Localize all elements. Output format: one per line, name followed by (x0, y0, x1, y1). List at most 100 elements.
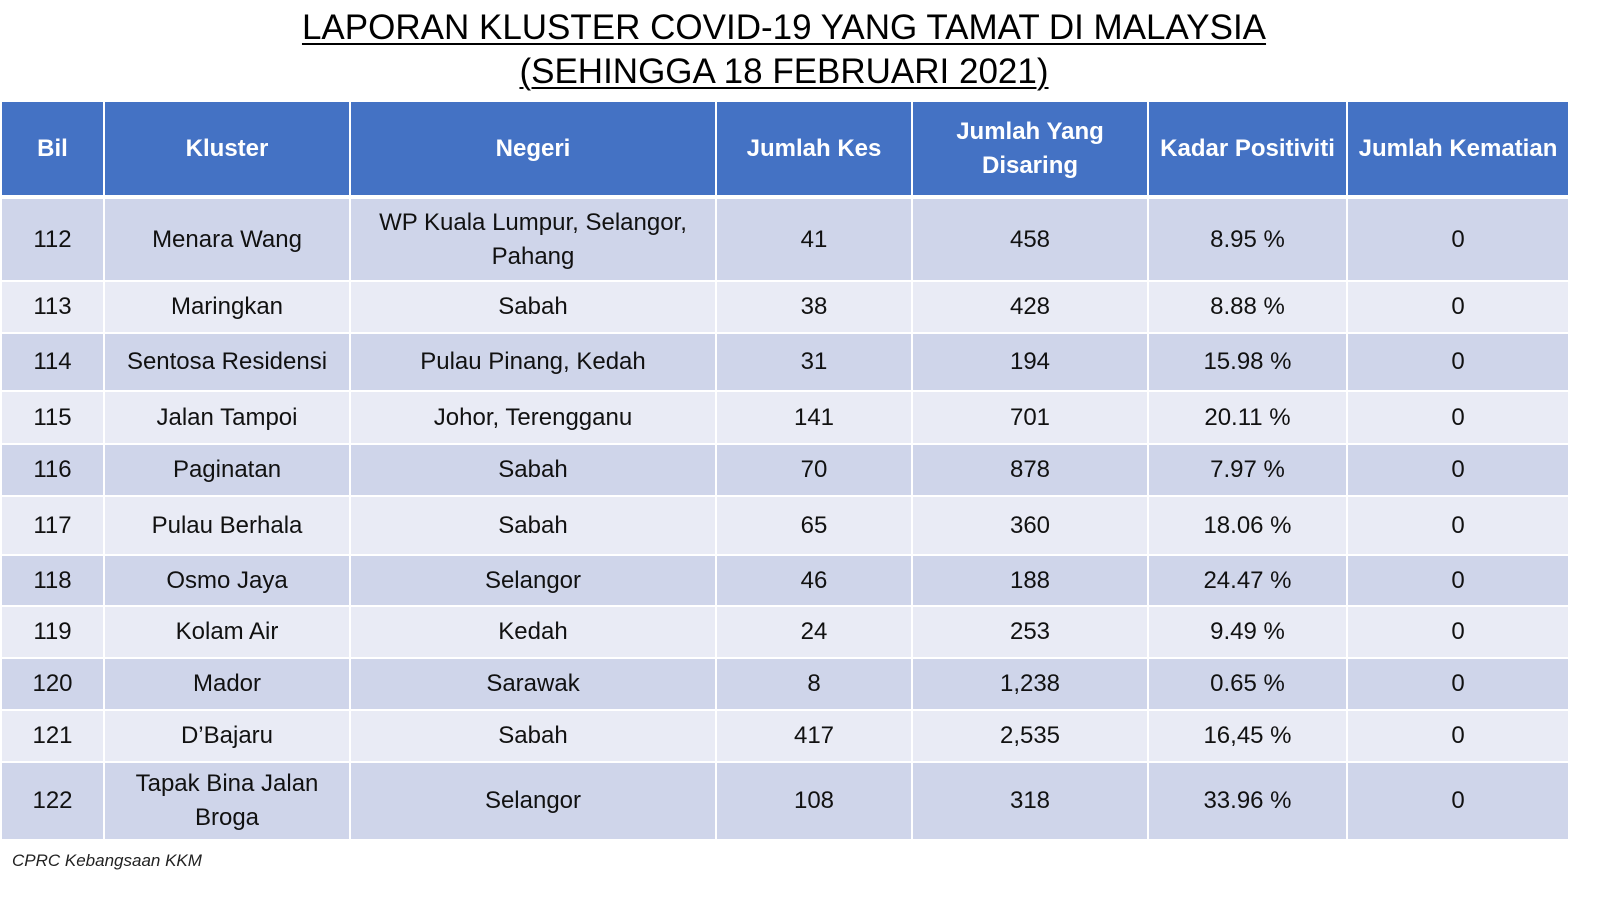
table-row: 112 Menara Wang WP Kuala Lumpur, Selango… (0, 196, 1570, 282)
cell-jumlah-kematian: 0 (1346, 605, 1570, 659)
cell-kluster: Sentosa Residensi (103, 332, 351, 392)
cell-jumlah-kematian: 0 (1346, 657, 1570, 711)
title-line-1: LAPORAN KLUSTER COVID-19 YANG TAMAT DI M… (301, 8, 1267, 47)
cell-kadar-positiviti: 0.65 % (1147, 657, 1348, 711)
cell-jumlah-kes: 70 (715, 443, 913, 497)
header-negeri: Negeri (349, 100, 717, 199)
cell-bil: 122 (0, 761, 105, 841)
cell-kluster: D’Bajaru (103, 709, 351, 763)
cell-jumlah-kematian: 0 (1346, 443, 1570, 497)
table-row: 120 Mador Sarawak 8 1,238 0.65 % 0 (0, 657, 1570, 711)
cell-negeri: Johor, Terengganu (349, 390, 717, 445)
cell-bil: 114 (0, 332, 105, 392)
cluster-table: Bil Kluster Negeri Jumlah Kes Jumlah Yan… (0, 100, 1570, 841)
cell-negeri: Selangor (349, 554, 717, 607)
cell-kluster: Pulau Berhala (103, 495, 351, 556)
cell-jumlah-disaring: 428 (911, 280, 1149, 334)
cell-kadar-positiviti: 9.49 % (1147, 605, 1348, 659)
table-row: 118 Osmo Jaya Selangor 46 188 24.47 % 0 (0, 554, 1570, 607)
header-bil: Bil (0, 100, 105, 199)
cell-negeri: Sabah (349, 495, 717, 556)
cell-jumlah-disaring: 701 (911, 390, 1149, 445)
header-jumlah-kes: Jumlah Kes (715, 100, 913, 199)
report-title: LAPORAN KLUSTER COVID-19 YANG TAMAT DI M… (0, 6, 1568, 94)
title-line-2: (SEHINGGA 18 FEBRUARI 2021) (519, 52, 1049, 91)
cell-jumlah-disaring: 2,535 (911, 709, 1149, 763)
cell-kluster: Paginatan (103, 443, 351, 497)
cell-jumlah-kes: 38 (715, 280, 913, 334)
cell-kluster: Osmo Jaya (103, 554, 351, 607)
cell-kadar-positiviti: 24.47 % (1147, 554, 1348, 607)
cell-jumlah-kes: 46 (715, 554, 913, 607)
cell-jumlah-disaring: 458 (911, 196, 1149, 282)
cell-jumlah-disaring: 1,238 (911, 657, 1149, 711)
cell-bil: 112 (0, 196, 105, 282)
cell-jumlah-disaring: 318 (911, 761, 1149, 841)
cell-jumlah-kes: 65 (715, 495, 913, 556)
cell-jumlah-kematian: 0 (1346, 196, 1570, 282)
cell-kluster: Mador (103, 657, 351, 711)
cell-jumlah-disaring: 878 (911, 443, 1149, 497)
cell-kluster: Tapak Bina Jalan Broga (103, 761, 351, 841)
cell-kluster: Jalan Tampoi (103, 390, 351, 445)
cell-negeri: Sarawak (349, 657, 717, 711)
cell-kadar-positiviti: 20.11 % (1147, 390, 1348, 445)
cell-jumlah-kes: 41 (715, 196, 913, 282)
cell-bil: 116 (0, 443, 105, 497)
cell-bil: 115 (0, 390, 105, 445)
cell-kluster: Maringkan (103, 280, 351, 334)
cell-jumlah-kes: 108 (715, 761, 913, 841)
header-kadar-positiviti: Kadar Positiviti (1147, 100, 1348, 199)
cell-bil: 121 (0, 709, 105, 763)
cell-jumlah-disaring: 188 (911, 554, 1149, 607)
cell-jumlah-kes: 24 (715, 605, 913, 659)
cell-kadar-positiviti: 18.06 % (1147, 495, 1348, 556)
cell-kadar-positiviti: 33.96 % (1147, 761, 1348, 841)
cell-bil: 119 (0, 605, 105, 659)
cell-jumlah-kes: 8 (715, 657, 913, 711)
cell-jumlah-kematian: 0 (1346, 761, 1570, 841)
cell-jumlah-disaring: 360 (911, 495, 1149, 556)
cell-jumlah-disaring: 194 (911, 332, 1149, 392)
cell-kadar-positiviti: 8.88 % (1147, 280, 1348, 334)
table-row: 122 Tapak Bina Jalan Broga Selangor 108 … (0, 761, 1570, 841)
cell-jumlah-kematian: 0 (1346, 495, 1570, 556)
cell-kadar-positiviti: 7.97 % (1147, 443, 1348, 497)
source-note: CPRC Kebangsaan KKM (12, 851, 202, 870)
cell-negeri: Sabah (349, 709, 717, 763)
cell-jumlah-kematian: 0 (1346, 280, 1570, 334)
header-jumlah-disaring: Jumlah Yang Disaring (911, 100, 1149, 199)
cell-jumlah-disaring: 253 (911, 605, 1149, 659)
table-row: 113 Maringkan Sabah 38 428 8.88 % 0 (0, 280, 1570, 334)
cell-jumlah-kematian: 0 (1346, 554, 1570, 607)
table-row: 119 Kolam Air Kedah 24 253 9.49 % 0 (0, 605, 1570, 659)
cell-kluster: Menara Wang (103, 196, 351, 282)
cell-jumlah-kematian: 0 (1346, 709, 1570, 763)
cell-kadar-positiviti: 16,45 % (1147, 709, 1348, 763)
cell-jumlah-kematian: 0 (1346, 332, 1570, 392)
cell-kluster: Kolam Air (103, 605, 351, 659)
cell-bil: 113 (0, 280, 105, 334)
table-row: 115 Jalan Tampoi Johor, Terengganu 141 7… (0, 390, 1570, 445)
table-row: 121 D’Bajaru Sabah 417 2,535 16,45 % 0 (0, 709, 1570, 763)
cell-bil: 120 (0, 657, 105, 711)
cell-negeri: Kedah (349, 605, 717, 659)
cell-jumlah-kes: 417 (715, 709, 913, 763)
cell-kadar-positiviti: 15.98 % (1147, 332, 1348, 392)
cell-jumlah-kes: 31 (715, 332, 913, 392)
table-row: 116 Paginatan Sabah 70 878 7.97 % 0 (0, 443, 1570, 497)
cell-jumlah-kes: 141 (715, 390, 913, 445)
cell-bil: 118 (0, 554, 105, 607)
header-kluster: Kluster (103, 100, 351, 199)
cell-negeri: WP Kuala Lumpur, Selangor, Pahang (349, 196, 717, 282)
cell-kadar-positiviti: 8.95 % (1147, 196, 1348, 282)
cell-negeri: Sabah (349, 443, 717, 497)
cell-negeri: Pulau Pinang, Kedah (349, 332, 717, 392)
header-jumlah-kematian: Jumlah Kematian (1346, 100, 1570, 199)
table-header-row: Bil Kluster Negeri Jumlah Kes Jumlah Yan… (0, 100, 1570, 199)
cell-jumlah-kematian: 0 (1346, 390, 1570, 445)
table-row: 117 Pulau Berhala Sabah 65 360 18.06 % 0 (0, 495, 1570, 556)
cell-bil: 117 (0, 495, 105, 556)
table-row: 114 Sentosa Residensi Pulau Pinang, Keda… (0, 332, 1570, 392)
